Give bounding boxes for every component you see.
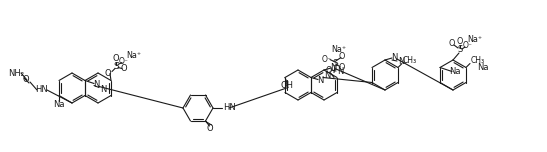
Text: N: N — [324, 71, 330, 80]
Text: Na⁺: Na⁺ — [126, 51, 142, 60]
Text: S: S — [332, 59, 338, 68]
Text: O: O — [206, 124, 213, 133]
Text: N: N — [337, 67, 343, 76]
Text: O: O — [457, 38, 463, 47]
Text: O: O — [22, 76, 30, 85]
Text: Na: Na — [477, 64, 489, 73]
Text: O: O — [339, 63, 345, 72]
Text: N: N — [100, 85, 106, 94]
Text: HN: HN — [223, 104, 236, 112]
Text: Na: Na — [449, 67, 461, 76]
Text: N: N — [391, 52, 397, 62]
Text: Na⁺: Na⁺ — [468, 36, 482, 45]
Text: O: O — [339, 52, 345, 61]
Text: Na⁺: Na⁺ — [331, 45, 347, 54]
Text: N: N — [330, 62, 336, 71]
Text: OH: OH — [281, 81, 294, 90]
Text: NH₂: NH₂ — [8, 69, 24, 78]
Text: S: S — [457, 45, 463, 55]
Text: HN: HN — [36, 85, 48, 95]
Text: O: O — [104, 69, 111, 78]
Text: N: N — [398, 57, 404, 67]
Text: Na: Na — [53, 100, 65, 109]
Text: N: N — [317, 76, 323, 85]
Text: CH₃: CH₃ — [471, 56, 485, 65]
Text: O: O — [326, 66, 332, 75]
Text: N: N — [93, 80, 99, 89]
Text: O: O — [113, 54, 119, 63]
Text: O: O — [449, 40, 455, 48]
Text: O⁻: O⁻ — [322, 55, 332, 64]
Text: O⁻: O⁻ — [463, 41, 473, 50]
Text: O: O — [121, 64, 127, 73]
Text: CH₃: CH₃ — [403, 56, 417, 65]
Text: O⁻: O⁻ — [119, 57, 129, 66]
Text: S: S — [113, 62, 119, 71]
